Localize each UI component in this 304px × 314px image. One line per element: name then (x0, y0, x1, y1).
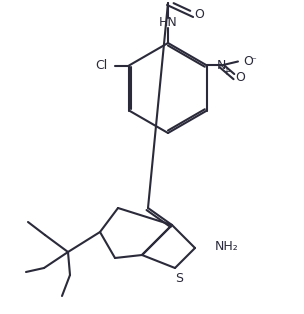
Text: S: S (175, 272, 183, 284)
Text: O: O (235, 71, 245, 84)
Text: O: O (194, 8, 204, 21)
Text: HN: HN (159, 17, 177, 30)
Text: Cl: Cl (95, 59, 107, 72)
Text: N: N (216, 59, 226, 72)
Text: ⁻: ⁻ (250, 57, 256, 67)
Text: O: O (243, 55, 253, 68)
Text: NH₂: NH₂ (215, 240, 239, 252)
Text: +: + (222, 68, 230, 78)
